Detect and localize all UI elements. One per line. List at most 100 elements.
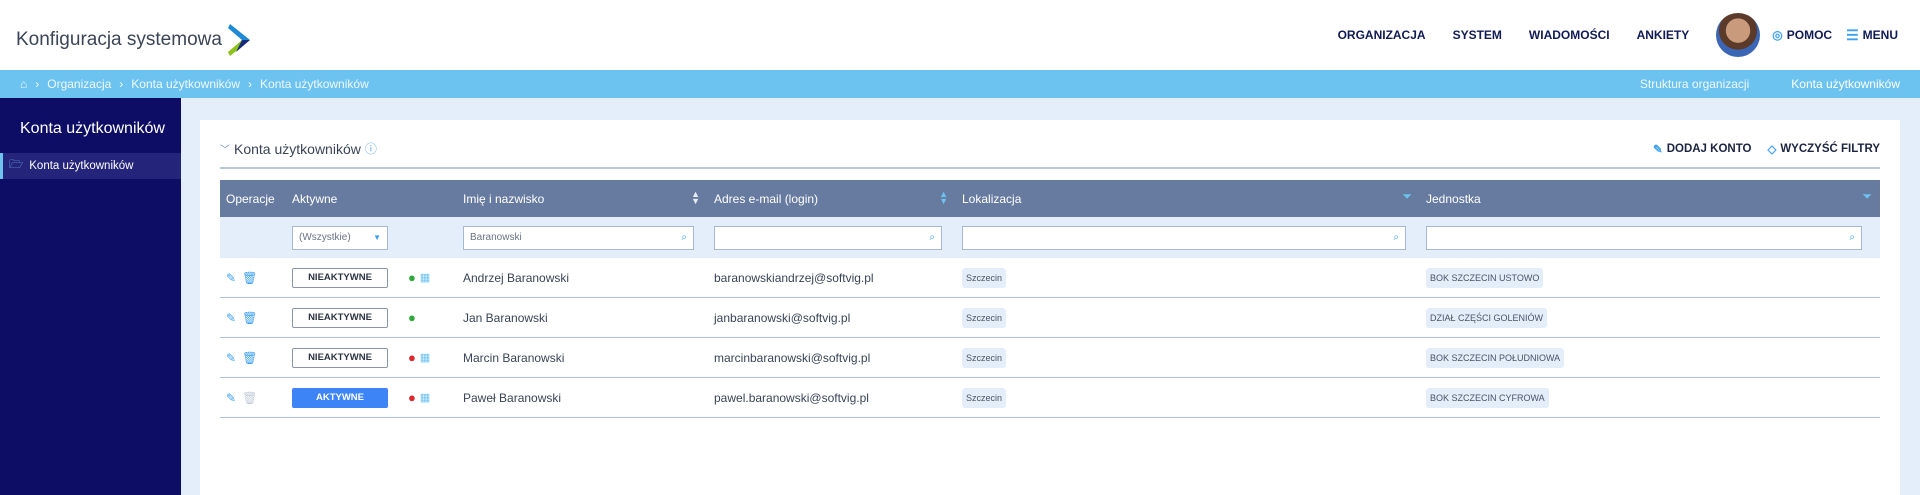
logo[interactable]: Konfiguracja systemowa (16, 24, 250, 56)
user-icon: ● (408, 310, 416, 325)
user-name: Andrzej Baranowski (463, 270, 570, 285)
table-row: ✎ 🗑 NIEAKTYWNE ● Jan Baranowski janbarano… (220, 298, 1880, 338)
trash-icon[interactable]: 🗑 (242, 270, 258, 285)
sidebar-item-konta[interactable]: 🗁 Konta użytkowników (0, 153, 181, 179)
filter-icon[interactable]: ⏷ (1862, 189, 1872, 203)
unit-tag: BOK SZCZECIN USTOWO (1426, 267, 1544, 288)
chevron-right-icon: › (119, 77, 124, 91)
filter-icon[interactable]: ⏷ (1402, 189, 1412, 203)
help-label: POMOC (1786, 28, 1833, 42)
eraser-icon: ◇ (1767, 144, 1777, 156)
col-location-label: Lokalizacja (962, 191, 1022, 206)
user-icon: ● (408, 270, 416, 285)
user-email: pawel.baranowski@softvig.pl (714, 390, 869, 405)
sort-icon[interactable]: ▲ ▼ (691, 189, 700, 206)
col-operacje: Operacje (226, 191, 275, 206)
location-filter-input[interactable]: ⌕ (962, 225, 1406, 250)
breadcrumb-item: Konta użytkowników (260, 77, 369, 91)
nav-ankiety[interactable]: ANKIETY (1636, 28, 1690, 42)
search-icon: ⌕ (1393, 232, 1399, 243)
search-icon: ⌕ (681, 232, 687, 243)
edit-icon[interactable]: ✎ (226, 270, 237, 285)
name-filter-input[interactable]: Baranowski ⌕ (463, 225, 694, 250)
trash-icon[interactable]: 🗑 (242, 350, 258, 365)
location-tag: Szczecin (962, 307, 1007, 328)
sort-icon[interactable]: ▲ ▼ (939, 189, 948, 206)
add-account-button[interactable]: ✎ DODAJ KONTO (1653, 142, 1751, 156)
help-button[interactable]: ◎ POMOC (1772, 28, 1832, 42)
name-filter-value: Baranowski (470, 232, 522, 243)
chevron-down-icon: ﹀ (220, 145, 230, 156)
col-name[interactable]: Imię i nazwisko ▲ ▼ (457, 180, 708, 217)
trash-icon[interactable]: 🗑 (242, 310, 258, 325)
trash-icon: 🗑 (242, 390, 258, 405)
table-row: ✎ 🗑 NIEAKTYWNE ● ▦ Andrzej Baranowski bar… (220, 258, 1880, 298)
user-email: baranowskiandrzej@softvig.pl (714, 270, 874, 285)
sidebar-title: Konta użytkowników (20, 120, 165, 137)
status-button[interactable]: AKTYWNE (292, 387, 388, 408)
user-email: marcinbaranowski@softvig.pl (714, 350, 871, 365)
status-button[interactable]: NIEAKTYWNE (292, 307, 388, 328)
nav-wiadomosci[interactable]: WIADOMOŚCI (1528, 28, 1610, 42)
menu-button[interactable]: ☰ MENU (1846, 27, 1898, 44)
logo-chevron-icon (227, 24, 250, 56)
table-row: ✎ 🗑 AKTYWNE ● ▦ Paweł Baranowski pawel.ba… (220, 378, 1880, 418)
user-email: janbaranowski@softvig.pl (714, 310, 851, 325)
clear-filters-button[interactable]: ◇ WYCZYŚĆ FILTRY (1767, 142, 1880, 156)
email-filter-input[interactable]: ⌕ (714, 225, 942, 250)
status-button[interactable]: NIEAKTYWNE (292, 347, 388, 368)
users-table: Operacje Aktywne Imię i nazwisko ▲ ▼ Adres… (220, 180, 1880, 418)
table-header: Operacje Aktywne Imię i nazwisko ▲ ▼ Adres… (220, 180, 1880, 217)
user-icon: ● (408, 350, 416, 365)
calendar-icon[interactable]: ▦ (419, 272, 431, 284)
search-icon: ⌕ (1849, 232, 1855, 243)
unit-filter-input[interactable]: ⌕ (1426, 225, 1862, 250)
col-location[interactable]: Lokalizacja ⏷ (956, 180, 1420, 217)
location-tag: Szczecin (962, 347, 1007, 368)
search-icon: ⌕ (929, 232, 935, 243)
edit-icon[interactable]: ✎ (226, 350, 237, 365)
col-unit[interactable]: Jednostka ⏷ (1420, 180, 1880, 217)
chevron-right-icon: › (35, 77, 40, 91)
nav-organizacja[interactable]: ORGANIZACJA (1337, 28, 1426, 84)
menu-label: MENU (1862, 28, 1898, 42)
active-filter-select[interactable]: (Wszystkie) ▼ (292, 225, 388, 250)
col-name-label: Imię i nazwisko (463, 191, 545, 206)
breadcrumb: ⌂ › Organizacja › Konta użytkowników › Kont… (0, 70, 1920, 98)
edit-icon[interactable]: ✎ (226, 310, 237, 325)
info-icon[interactable]: ⓘ (364, 142, 377, 156)
col-email[interactable]: Adres e-mail (login) ▲ ▼ (708, 180, 956, 217)
link-konta-uzytkownikow[interactable]: Konta użytkowników (1791, 77, 1900, 91)
col-email-label: Adres e-mail (login) (714, 191, 819, 206)
location-tag: Szczecin (962, 267, 1007, 288)
calendar-icon[interactable]: ▦ (419, 352, 431, 364)
unit-tag: DZIAŁ CZĘŚCI GOLENIÓW (1426, 307, 1548, 328)
user-name: Jan Baranowski (463, 310, 548, 325)
divider (220, 167, 1880, 169)
col-aktywne[interactable]: Aktywne (292, 191, 338, 206)
breadcrumb-item[interactable]: Konta użytkowników (131, 77, 241, 91)
folder-open-icon: 🗁 (9, 158, 24, 171)
status-button[interactable]: NIEAKTYWNE (292, 267, 388, 288)
unit-tag: BOK SZCZECIN CYFROWA (1426, 387, 1549, 408)
active-filter-value: (Wszystkie) (299, 232, 351, 243)
user-icon: ● (408, 390, 416, 405)
sidebar-item-label: Konta użytkowników (29, 160, 134, 172)
panel-title-text: Konta użytkowników (234, 140, 361, 157)
caret-down-icon: ▼ (373, 233, 381, 242)
top-header: Konfiguracja systemowa ORGANIZACJA SYSTE… (0, 0, 1920, 84)
filter-row: (Wszystkie) ▼ Baranowski ⌕ ⌕ ⌕ ⌕ (220, 217, 1880, 258)
home-icon[interactable]: ⌂ (20, 77, 28, 91)
avatar[interactable] (1716, 13, 1761, 57)
calendar-icon[interactable]: ▦ (419, 392, 431, 404)
panel-title[interactable]: ﹀ Konta użytkowników ⓘ (220, 140, 377, 157)
lifebuoy-icon: ◎ (1772, 28, 1783, 42)
location-tag: Szczecin (962, 387, 1007, 408)
edit-icon: ✎ (1653, 144, 1663, 156)
table-row: ✎ 🗑 NIEAKTYWNE ● ▦ Marcin Baranowski marc… (220, 338, 1880, 378)
edit-icon[interactable]: ✎ (226, 390, 237, 405)
logo-text: Konfiguracja systemowa (16, 29, 222, 50)
link-struktura-organizacji[interactable]: Struktura organizacji (1639, 77, 1750, 91)
nav-system[interactable]: SYSTEM (1452, 28, 1502, 42)
breadcrumb-item[interactable]: Organizacja (47, 77, 112, 91)
